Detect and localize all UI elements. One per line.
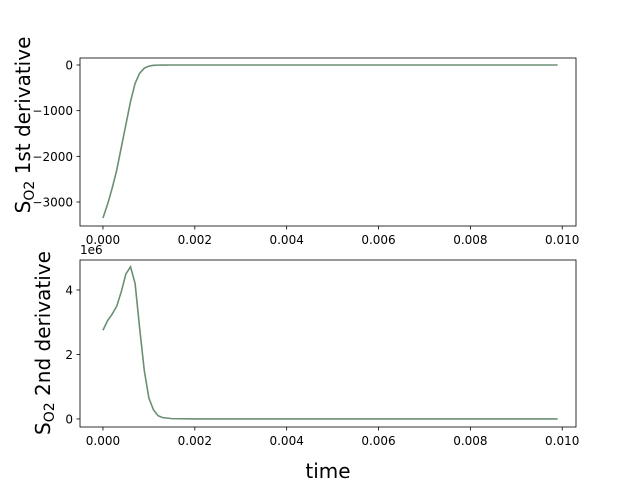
y-tick-label: −1000 [32,104,73,118]
y-axis-label-part: O2 [42,402,58,422]
axes-frame [79,57,577,227]
x-tick-label: 0.006 [361,233,395,247]
y-axis-label-part: S [11,201,35,214]
x-tick-label: 0.004 [269,233,303,247]
y-tick-label: −3000 [32,196,73,210]
data-line [102,264,558,420]
x-tick-label: 0.000 [86,434,120,448]
x-tick-label: 0.000 [86,233,120,247]
y-axis-label: SO2 2nd derivative [31,251,58,435]
y-tick-label: −2000 [32,150,73,164]
y-tick-label: 0 [65,58,73,72]
y-tick-label: 2 [65,348,73,362]
y-axis-label-part: S [31,422,55,435]
y-axis-label: SO2 1st derivative [11,37,38,214]
axes-frame [79,259,577,428]
x-tick-label: 0.006 [361,434,395,448]
y-axis-label-part: 2nd derivative [31,251,55,402]
x-tick-label: 0.004 [269,434,303,448]
x-tick-label: 0.010 [545,233,579,247]
data-line [102,64,558,219]
x-tick-label: 0.008 [453,434,487,448]
y-axis-label-part: 1st derivative [11,37,35,181]
x-tick-label: 0.008 [453,233,487,247]
y-tick-label: 4 [65,283,73,297]
x-tick-label: 0.002 [178,233,212,247]
offset-text: 1e6 [80,243,103,257]
x-tick-label: 0.002 [178,434,212,448]
x-tick-label: 0.010 [545,434,579,448]
y-tick-label: 0 [65,412,73,426]
x-axis-label: time [305,459,350,480]
y-axis-label-part: O2 [22,181,38,201]
